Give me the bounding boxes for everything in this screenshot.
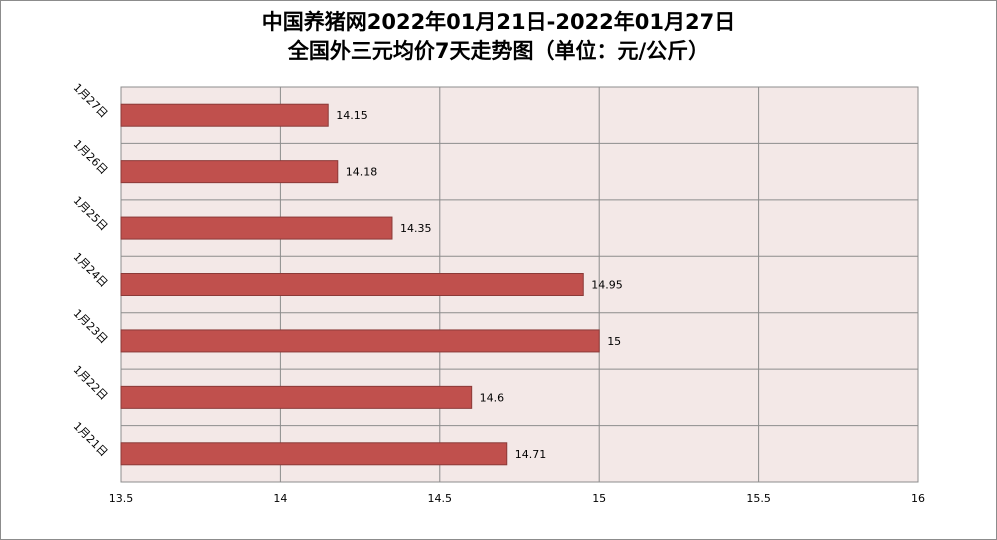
- y-tick-label-4: 1月25日: [71, 194, 111, 234]
- bar-3: [120, 273, 584, 296]
- y-tick-label-2: 1月23日: [71, 307, 111, 347]
- data-label-0: 14.71: [515, 448, 547, 461]
- y-tick-label-3: 1月24日: [71, 250, 111, 290]
- data-label-4: 14.35: [400, 222, 432, 235]
- data-label-1: 14.6: [480, 391, 505, 404]
- data-labels: 14.71 14.6 15 14.95 14.35 14.18 14.15: [336, 109, 623, 461]
- x-tick-label-0: 13.5: [109, 492, 134, 505]
- bar-4: [120, 216, 393, 240]
- y-tick-label-0: 1月21日: [71, 420, 111, 460]
- data-label-3: 14.95: [591, 279, 623, 292]
- data-label-2: 15: [607, 335, 621, 348]
- x-tick-label-5: 16: [911, 492, 925, 505]
- bar-0: [120, 442, 508, 466]
- x-tick-label-3: 15: [592, 492, 606, 505]
- x-tick-labels: 13.5 14 14.5 15 15.5 16: [109, 492, 925, 505]
- bar-6: [120, 103, 329, 127]
- y-tick-label-5: 1月26日: [71, 137, 111, 177]
- data-label-6: 14.15: [336, 109, 368, 122]
- chart-subtitle: 全国外三元均价7天走势图（单位：元/公斤）: [287, 39, 710, 63]
- grid-lines: [120, 87, 919, 482]
- y-tick-labels: 1月21日 1月22日 1月23日 1月24日 1月25日 1月26日 1月27日: [71, 81, 111, 459]
- chart-title: 中国养猪网2022年01月21日-2022年01月27日: [261, 10, 736, 34]
- bars: [120, 103, 600, 466]
- chart-title-block: 中国养猪网2022年01月21日-2022年01月27日 全国外三元均价7天走势…: [0, 8, 997, 66]
- bar-1: [120, 385, 473, 409]
- bar-2: [120, 329, 600, 353]
- x-tick-label-1: 14: [273, 492, 287, 505]
- y-tick-label-6: 1月27日: [71, 81, 111, 121]
- y-tick-label-1: 1月22日: [71, 363, 111, 403]
- data-label-5: 14.18: [346, 166, 378, 179]
- bar-5: [120, 160, 339, 184]
- x-tick-label-2: 14.5: [428, 492, 453, 505]
- x-tick-label-4: 15.5: [746, 492, 771, 505]
